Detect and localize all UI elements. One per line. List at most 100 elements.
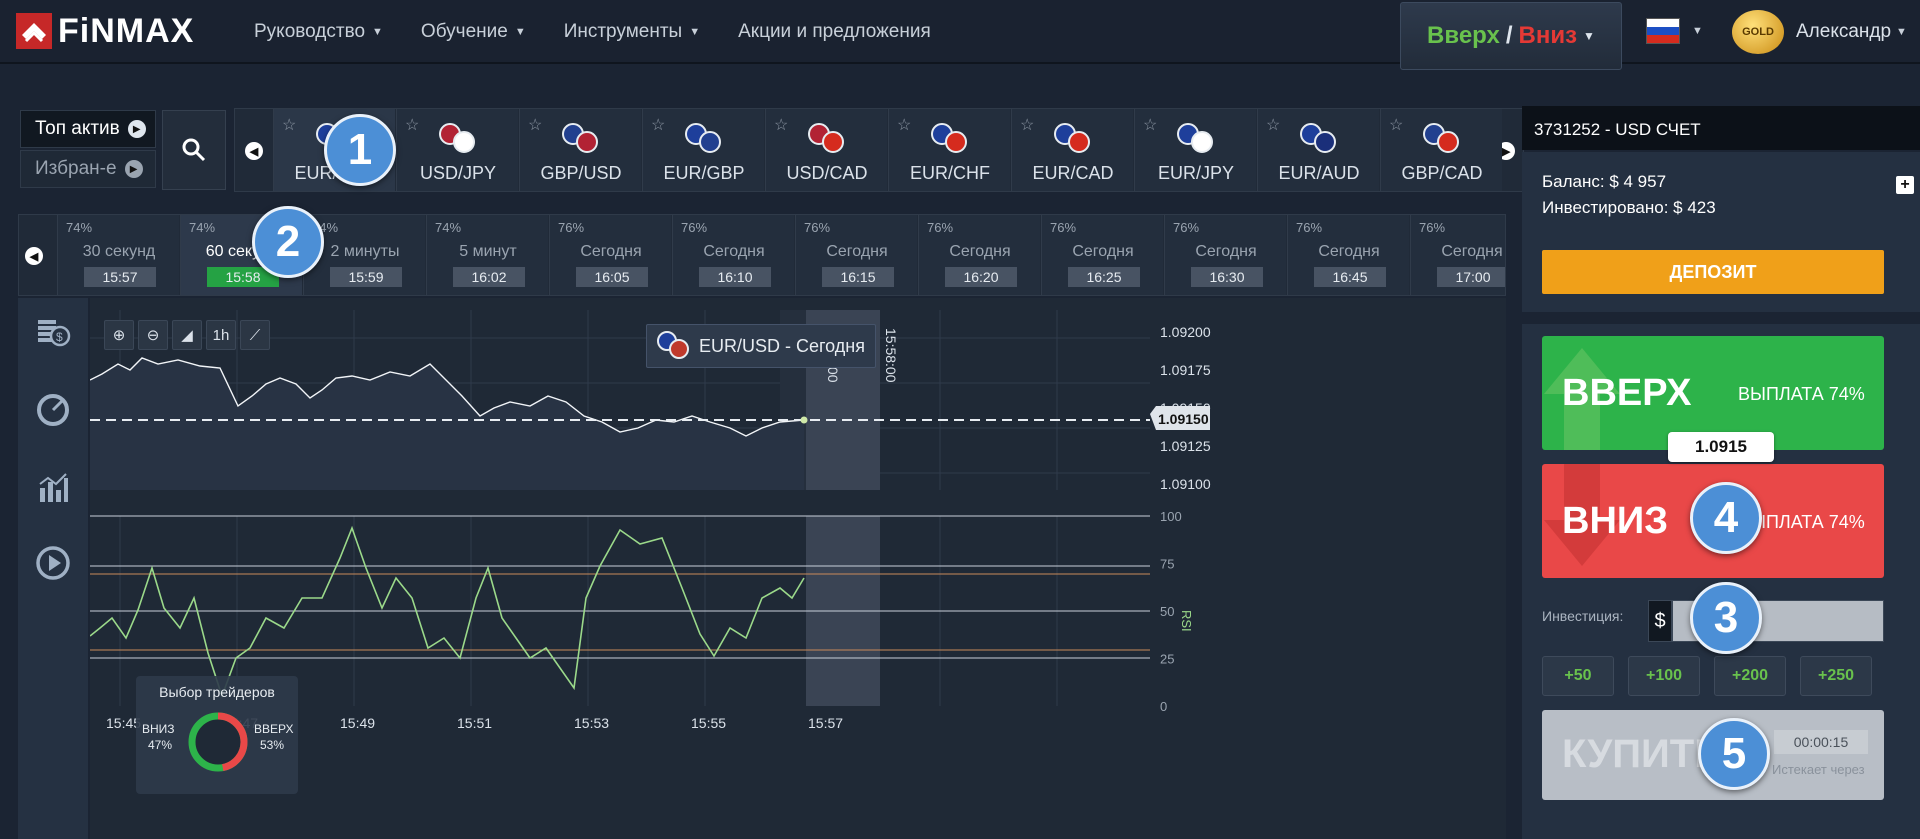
zoom-in-icon[interactable]: ⊕ xyxy=(104,320,134,350)
expiry-cell[interactable]: 76% Сегодня 16:15 xyxy=(795,215,917,295)
logo[interactable]: FiNMAX xyxy=(16,12,194,50)
currency-pair-flag-icon xyxy=(685,123,725,153)
asset-cell[interactable]: ☆ EUR/AUD xyxy=(1257,109,1379,191)
expiry-cell[interactable]: 76% Сегодня 16:10 xyxy=(672,215,794,295)
asset-cell[interactable]: ☆ USD/JPY xyxy=(396,109,518,191)
timeframe-button[interactable]: 1h xyxy=(206,320,236,350)
deposit-button[interactable]: ДЕПОЗИТ xyxy=(1542,250,1884,294)
quick-add-200-button[interactable]: +200 xyxy=(1714,656,1786,696)
expiry-payout: 76% xyxy=(804,220,831,235)
price-area-fill xyxy=(90,358,804,490)
play-video-icon[interactable] xyxy=(34,544,72,582)
time-axis-label: 15:45 xyxy=(106,715,141,731)
buy-timer: 00:00:15 xyxy=(1774,730,1868,754)
favorite-star-icon[interactable]: ☆ xyxy=(897,117,912,134)
favorite-star-icon[interactable]: ☆ xyxy=(405,117,420,134)
assets-prev-arrow-icon[interactable]: ◀ xyxy=(245,142,263,160)
favorite-star-icon[interactable]: ☆ xyxy=(1266,117,1281,134)
nav-item-label: Руководство xyxy=(254,21,366,42)
traders-choice-widget: Выбор трейдеров ВНИЗ 47% ВВЕРХ 53% xyxy=(136,676,298,794)
time-axis-label: 15:49 xyxy=(340,715,375,731)
price-chart[interactable]: 1.092001.091751.091501.091251.091001.091… xyxy=(90,298,1506,839)
current-price-tag xyxy=(1150,406,1210,430)
nav-item-tools[interactable]: Инструменты ▼ xyxy=(564,21,700,43)
step-badge-3: 3 xyxy=(1690,582,1762,654)
trade-mode-dropdown[interactable]: Вверх / Вниз ▼ xyxy=(1400,2,1622,70)
quick-add-100-button[interactable]: +100 xyxy=(1628,656,1700,696)
user-name[interactable]: Александр xyxy=(1796,21,1892,42)
favorite-star-icon[interactable]: ☆ xyxy=(774,117,789,134)
expiry-cell[interactable]: 76% Сегодня 16:30 xyxy=(1164,215,1286,295)
play-icon: ▶ xyxy=(127,120,146,138)
invested-text: Инвестировано: $ 423 xyxy=(1542,198,1716,217)
asset-selector: Топ актив▶ Избран-е▶ ◀ ▶ ☆EUR/USD☆USD/JP… xyxy=(18,108,1524,192)
expiry-cell[interactable]: 76% Сегодня 17:00 xyxy=(1410,215,1505,295)
top-bar: FiNMAX Руководство ▼ Обучение ▼ Инструмент… xyxy=(0,0,1920,70)
nav-item-education[interactable]: Обучение ▼ xyxy=(421,21,526,43)
gauge-icon[interactable] xyxy=(34,390,72,428)
add-funds-plus-icon[interactable]: + xyxy=(1896,176,1914,194)
expiry-cell[interactable]: 74% 30 секунд 15:57 xyxy=(57,215,179,295)
asset-cell[interactable]: ☆ EUR/JPY xyxy=(1134,109,1256,191)
expiry-cell[interactable]: 76% Сегодня 16:25 xyxy=(1041,215,1163,295)
account-title[interactable]: 3731252 - USD СЧЕТ xyxy=(1522,106,1920,150)
up-label: ВВЕРХ xyxy=(1562,372,1692,414)
put-down-button[interactable]: ВНИЗ ВЫПЛАТА 74% xyxy=(1542,464,1884,578)
expiry-cell[interactable]: 76% Сегодня 16:45 xyxy=(1287,215,1409,295)
expires-label: Истекает через xyxy=(1772,762,1865,777)
favorite-star-icon[interactable]: ☆ xyxy=(528,117,543,134)
chart-title-text: EUR/USD - Сегодня xyxy=(699,335,865,356)
favorite-star-icon[interactable]: ☆ xyxy=(1143,117,1158,134)
logo-mark-icon xyxy=(16,13,52,49)
buy-button[interactable]: КУПИТЬ 00:00:15 Истекает через xyxy=(1542,710,1884,800)
expiry-label: Сегодня xyxy=(580,243,642,260)
asset-cell[interactable]: ☆ USD/CAD xyxy=(765,109,887,191)
call-up-button[interactable]: ВВЕРХ ВЫПЛАТА 74% xyxy=(1542,336,1884,450)
favorite-star-icon[interactable]: ☆ xyxy=(651,117,666,134)
tab-favorites[interactable]: Избран-е ▶ xyxy=(20,150,156,188)
bar-chart-icon[interactable] xyxy=(34,470,72,508)
russia-flag-icon[interactable] xyxy=(1646,18,1680,44)
rsi-title: RSI xyxy=(1179,610,1194,632)
chart-area[interactable]: 1.092001.091751.091501.091251.091001.091… xyxy=(90,298,1506,839)
asset-cell[interactable]: ☆ EUR/CHF xyxy=(888,109,1010,191)
user-menu-caret-icon[interactable]: ▼ xyxy=(1896,26,1907,38)
favorite-star-icon[interactable]: ☆ xyxy=(1020,117,1035,134)
search-button[interactable] xyxy=(162,110,226,190)
tab-top-assets[interactable]: Топ актив ▶ xyxy=(20,110,156,148)
quick-add-250-button[interactable]: +250 xyxy=(1800,656,1872,696)
quick-add-50-button[interactable]: +50 xyxy=(1542,656,1614,696)
nav-item-guide[interactable]: Руководство ▼ xyxy=(254,21,383,43)
time-axis-label: 15:55 xyxy=(691,715,726,731)
expiry-label: Сегодня xyxy=(1072,243,1134,260)
expiry-cell[interactable]: 76% Сегодня 16:05 xyxy=(549,215,671,295)
down-label: ВНИЗ xyxy=(1562,500,1669,542)
expiry-cell[interactable]: 76% Сегодня 16:20 xyxy=(918,215,1040,295)
asset-cell[interactable]: ☆ EUR/CAD xyxy=(1011,109,1133,191)
nav-item-promotions[interactable]: Акции и предложения xyxy=(738,21,931,43)
asset-cell[interactable]: ☆ EUR/GBP xyxy=(642,109,764,191)
expiry-time: 15:57 xyxy=(84,267,156,287)
traders-down-label: ВНИЗ xyxy=(142,722,175,736)
zoom-out-icon[interactable]: ⊖ xyxy=(138,320,168,350)
step-badge-2: 2 xyxy=(252,206,324,278)
expiry-label: 30 секунд xyxy=(82,243,156,260)
currency-pair-flag-icon xyxy=(1054,123,1094,153)
expiry-label: Сегодня xyxy=(703,243,765,260)
expiry-prev-arrow-icon[interactable]: ◀ xyxy=(25,247,43,265)
expiry-label: 5 минут xyxy=(459,243,517,260)
asset-cell[interactable]: ☆ GBP/USD xyxy=(519,109,641,191)
currency-pair-flag-icon xyxy=(1423,123,1463,153)
favorite-star-icon[interactable]: ☆ xyxy=(1389,117,1404,134)
indicator-icon[interactable]: ⟋ xyxy=(240,320,270,350)
coins-icon[interactable]: $ xyxy=(34,312,72,350)
asset-name: EUR/CAD xyxy=(1032,163,1114,183)
time-axis-label: 15:51 xyxy=(457,715,492,731)
asset-cell[interactable]: ☆ GBP/CAD xyxy=(1380,109,1502,191)
asset-name: EUR/AUD xyxy=(1278,163,1360,183)
area-chart-icon[interactable]: ◢ xyxy=(172,320,202,350)
expiry-cell[interactable]: 74% 5 минут 16:02 xyxy=(426,215,548,295)
gold-status-avatar[interactable]: GOLD xyxy=(1732,10,1784,54)
language-caret-icon[interactable]: ▼ xyxy=(1692,25,1703,37)
favorite-star-icon[interactable]: ☆ xyxy=(282,117,297,134)
